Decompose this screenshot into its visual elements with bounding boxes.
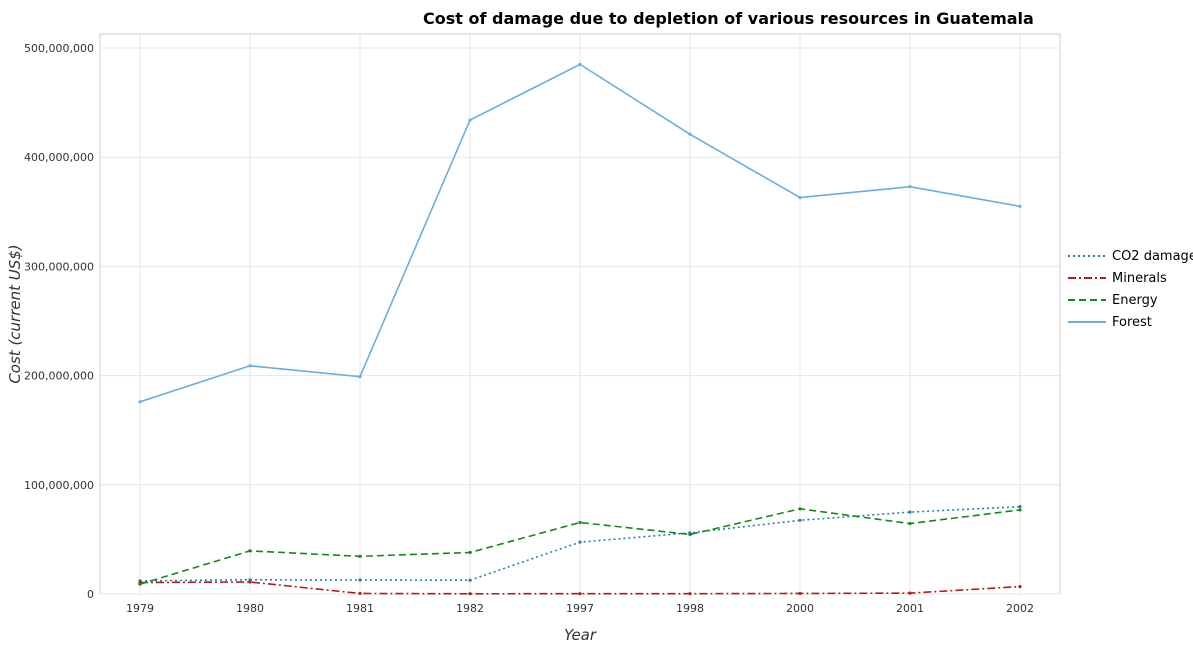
- x-tick-label: 2002: [1006, 602, 1034, 615]
- data-point: [358, 375, 362, 379]
- x-tick-label: 2000: [786, 602, 814, 615]
- data-point: [578, 592, 582, 596]
- data-point: [908, 521, 912, 526]
- data-point: [908, 591, 912, 595]
- x-tick-label: 1979: [126, 602, 154, 615]
- legend-label: Energy: [1112, 293, 1158, 308]
- data-point: [138, 582, 142, 586]
- data-point: [798, 518, 802, 522]
- legend-label: CO2 damage: [1112, 249, 1193, 264]
- y-tick-label: 0: [87, 588, 94, 601]
- data-point: [688, 532, 692, 537]
- legend: CO2 damage Minerals Energy Forest: [1068, 249, 1193, 330]
- y-tick-label: 200,000,000: [24, 370, 94, 383]
- y-tick-label: 100,000,000: [24, 479, 94, 492]
- data-point: [1018, 505, 1022, 509]
- data-point: [358, 591, 362, 596]
- x-tick-label: 1982: [456, 602, 484, 615]
- series-lines: [138, 62, 1022, 596]
- x-tick-label: 2001: [896, 602, 924, 615]
- data-point: [578, 540, 582, 544]
- y-tick-label: 400,000,000: [24, 151, 94, 164]
- y-tick-label: 300,000,000: [24, 260, 94, 273]
- chart-title: Cost of damage due to depletion of vario…: [423, 9, 1034, 28]
- x-tick-label: 1998: [676, 602, 704, 615]
- data-point: [688, 132, 692, 136]
- y-axis-label: Cost (current US$): [6, 244, 24, 383]
- x-tick-label: 1997: [566, 602, 594, 615]
- y-tick-label: 500,000,000: [24, 42, 94, 55]
- series-line-minerals: [139, 581, 1021, 595]
- data-point: [1018, 584, 1022, 589]
- x-tick-label: 1980: [236, 602, 264, 615]
- data-point: [468, 578, 472, 582]
- legend-label: Forest: [1112, 315, 1152, 330]
- data-point: [908, 510, 912, 514]
- x-ticks: 1979 1980 1981 1982 1997 1998 2000 2001 2002: [126, 602, 1034, 615]
- data-point: [248, 364, 252, 368]
- data-point: [798, 196, 802, 200]
- data-point: [468, 118, 472, 122]
- data-point: [908, 185, 912, 189]
- data-point: [248, 580, 252, 584]
- legend-label: Minerals: [1112, 271, 1167, 286]
- data-point: [578, 520, 582, 525]
- data-point: [138, 400, 142, 404]
- data-point: [1018, 508, 1022, 512]
- data-point: [358, 554, 362, 558]
- x-axis-label: Year: [564, 626, 597, 644]
- y-ticks: 0 100,000,000 200,000,000 300,000,000 400,00…: [24, 42, 94, 601]
- x-tick-label: 1981: [346, 602, 374, 615]
- data-point: [798, 591, 802, 596]
- data-point: [358, 578, 362, 582]
- data-point: [1018, 204, 1022, 208]
- data-point: [578, 62, 582, 66]
- grid: [100, 34, 1060, 595]
- data-point: [248, 549, 252, 553]
- data-point: [688, 592, 692, 596]
- data-point: [468, 592, 472, 596]
- data-point: [468, 550, 472, 555]
- data-point: [798, 507, 802, 511]
